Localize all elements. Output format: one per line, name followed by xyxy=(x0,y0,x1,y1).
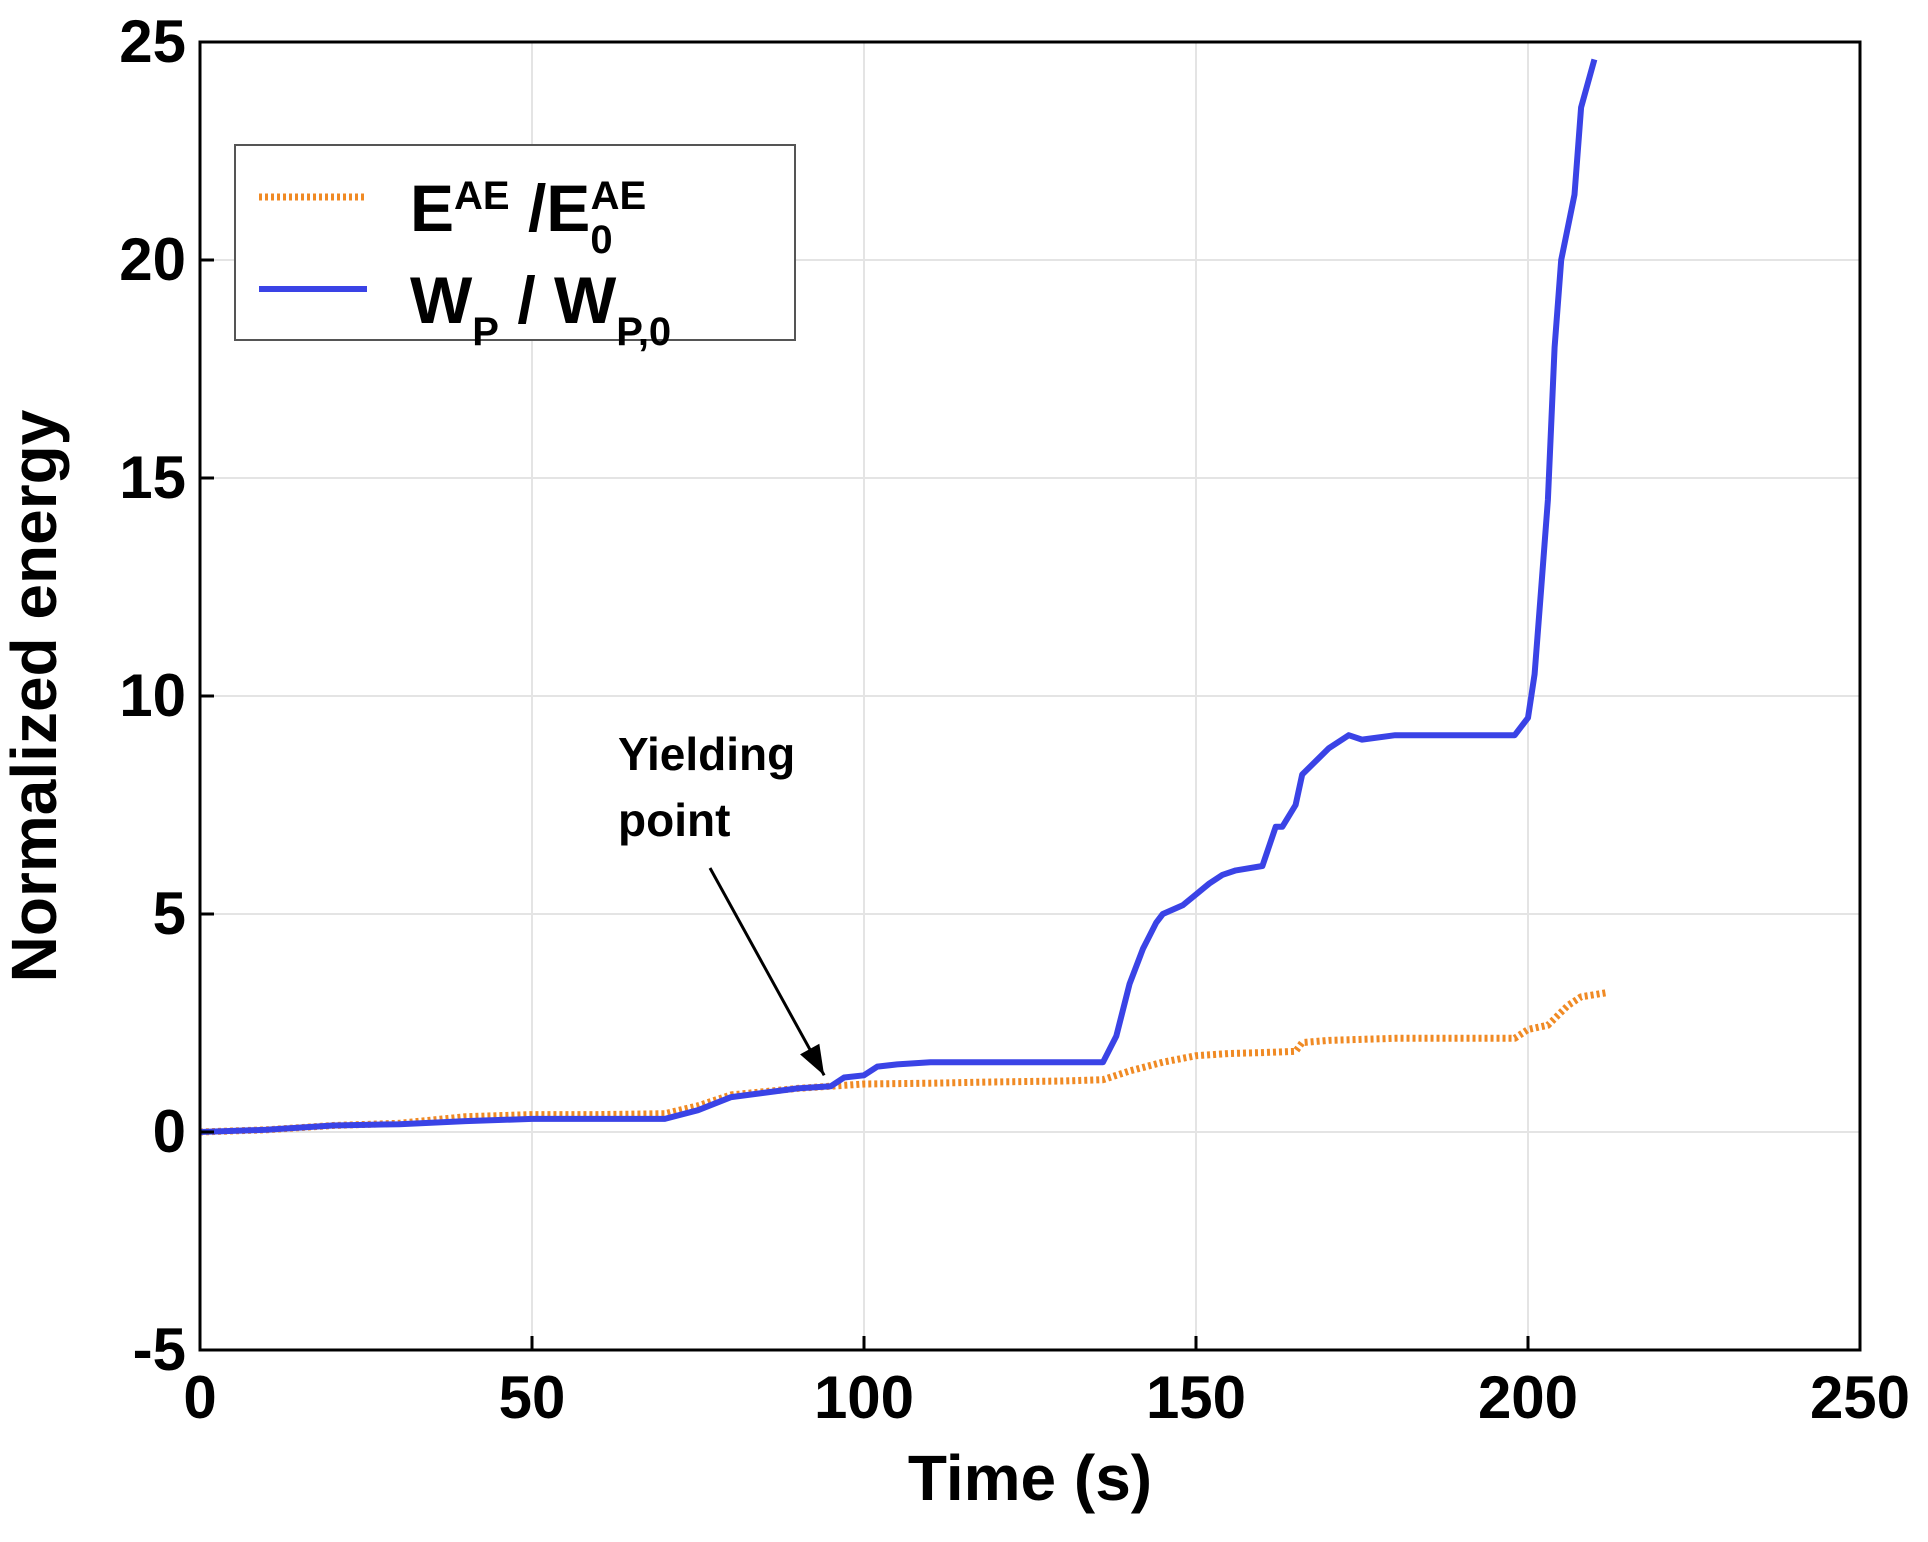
y-tick-label: 10 xyxy=(119,662,186,729)
x-tick-label: 50 xyxy=(499,1364,566,1431)
legend-label-eae: EAE /E0AE xyxy=(410,171,646,262)
y-tick-label: 0 xyxy=(153,1098,186,1165)
legend-eae-sup1: AE xyxy=(454,174,510,218)
plot-area xyxy=(199,58,1609,1136)
x-axis-label: Time (s) xyxy=(908,1442,1152,1514)
y-tick-label: -5 xyxy=(133,1316,186,1383)
yielding-point-annotation: Yielding point xyxy=(618,728,826,1077)
x-tick-label: 150 xyxy=(1146,1364,1246,1431)
legend-box xyxy=(234,144,796,341)
annotation-line-2: point xyxy=(618,794,730,846)
legend-label-wp: WP / WP,0 xyxy=(410,263,671,354)
x-tick-label: 200 xyxy=(1478,1364,1578,1431)
x-tick-label: 0 xyxy=(183,1364,216,1431)
series-line-wp xyxy=(199,58,1598,1135)
y-tick-label: 20 xyxy=(119,226,186,293)
legend-wp-main1: W xyxy=(410,263,473,337)
annotation-line-1: Yielding xyxy=(618,728,795,780)
legend-eae-sup2: AE xyxy=(591,174,647,218)
y-tick-label: 5 xyxy=(153,880,186,947)
legend-wp-sub1: P xyxy=(472,310,499,354)
legend: EAE /E0AE WP / WP,0 xyxy=(234,144,796,354)
grid xyxy=(199,41,1861,1351)
y-axis-label: Normalized energy xyxy=(0,409,70,982)
y-tick-label: 25 xyxy=(119,8,186,75)
x-tick-label: 100 xyxy=(814,1364,914,1431)
x-tick-label: 250 xyxy=(1810,1364,1910,1431)
annotation-arrowhead xyxy=(800,1043,825,1076)
legend-wp-main2: / W xyxy=(499,263,617,337)
legend-eae-main2: /E xyxy=(510,171,591,245)
annotation-arrow xyxy=(708,867,826,1077)
legend-eae-sub2: 0 xyxy=(590,218,612,262)
legend-eae-main1: E xyxy=(410,171,454,245)
y-tick-label: 15 xyxy=(119,444,186,511)
legend-wp-sub2: P,0 xyxy=(616,310,671,354)
